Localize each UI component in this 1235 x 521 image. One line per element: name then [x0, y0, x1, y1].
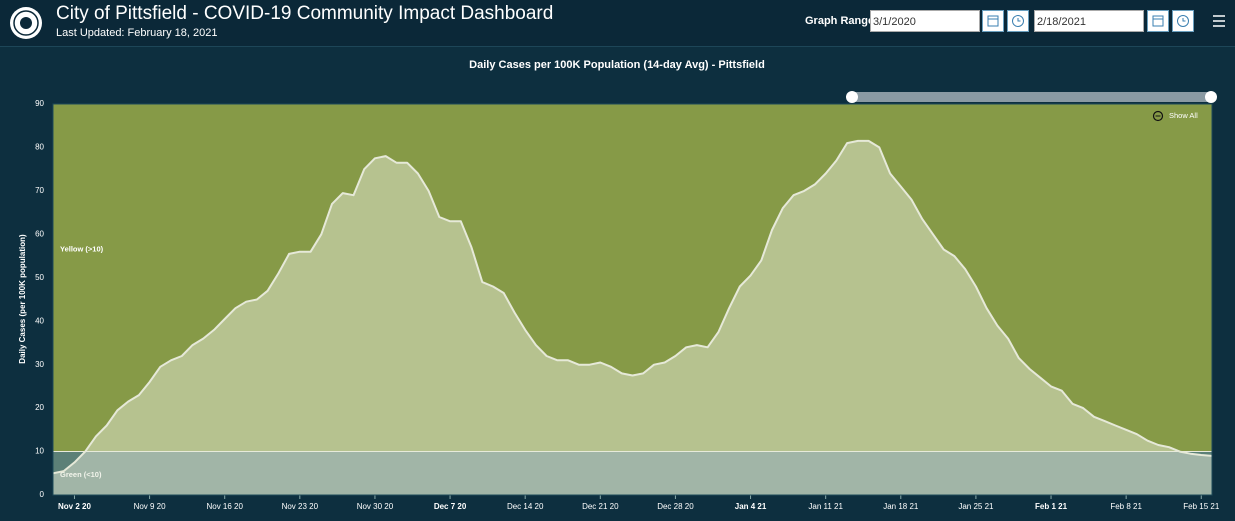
x-tick-label: Jan 4 21	[735, 502, 767, 511]
y-tick-label: 90	[35, 99, 44, 108]
header: City of Pittsfield - COVID-19 Community …	[0, 0, 1235, 47]
show-all-button[interactable]: Show All	[1152, 110, 1199, 122]
line	[52, 139, 1213, 475]
last-updated: Last Updated: February 18, 2021	[56, 27, 218, 39]
menu-button[interactable]	[1211, 13, 1227, 29]
chart: Daily Cases per 100K Population (14-day …	[18, 59, 1220, 511]
x-tick-label: Feb 1 21	[1035, 502, 1068, 511]
y-tick-label: 50	[35, 273, 44, 282]
y-tick-label: 80	[35, 143, 44, 152]
calendar-button[interactable]	[982, 10, 1004, 32]
x-tick-label: Nov 23 20	[282, 502, 319, 511]
x-tick-label: Jan 25 21	[958, 502, 994, 511]
y-tick-label: 10	[35, 447, 44, 456]
y-tick-label: 30	[35, 360, 44, 369]
range-label: Graph Range	[805, 15, 875, 27]
area	[53, 140, 1212, 495]
scroll-handle[interactable]	[846, 91, 858, 103]
x-tick-label: Jan 18 21	[883, 502, 919, 511]
x-tick-label: Nov 30 20	[357, 502, 394, 511]
y-tick-label: 40	[35, 316, 44, 325]
dashboard-title: City of Pittsfield - COVID-19 Community …	[56, 3, 554, 24]
range-scrollbar[interactable]	[852, 92, 1212, 102]
plot-border	[52, 103, 1213, 496]
y-tick-label: 20	[35, 403, 44, 412]
x-tick-label: Nov 2 20	[58, 502, 91, 511]
y-tick-label: 0	[40, 490, 45, 499]
x-tick-label: Dec 7 20	[434, 502, 467, 511]
x-tick-label: Dec 14 20	[507, 502, 544, 511]
y-axis-label: Daily Cases (per 100K population)	[18, 234, 27, 364]
x-tick-label: Jan 11 21	[808, 502, 843, 511]
end-date-input[interactable]: 2/18/2021	[1034, 10, 1144, 32]
x-tick-label: Dec 21 20	[582, 502, 619, 511]
clock-button[interactable]	[1172, 10, 1194, 32]
clock-button[interactable]	[1007, 10, 1029, 32]
chart-title: Daily Cases per 100K Population (14-day …	[469, 59, 765, 71]
x-tick-label: Feb 8 21	[1110, 502, 1142, 511]
x-tick-label: Dec 28 20	[657, 502, 694, 511]
scroll-handle[interactable]	[1205, 91, 1217, 103]
show-all-label: Show All	[1169, 111, 1198, 120]
band-label: Yellow (>10)	[60, 244, 104, 253]
city-seal	[10, 7, 42, 39]
calendar-button[interactable]	[1147, 10, 1169, 32]
y-tick-label: 60	[35, 229, 44, 238]
x-tick-label: Nov 9 20	[134, 502, 167, 511]
zoom-icon	[1152, 110, 1164, 122]
start-date-input[interactable]: 3/1/2020	[870, 10, 980, 32]
x-tick-label: Feb 15 21	[1183, 502, 1220, 511]
y-tick-label: 70	[35, 186, 44, 195]
x-tick-label: Nov 16 20	[206, 502, 243, 511]
